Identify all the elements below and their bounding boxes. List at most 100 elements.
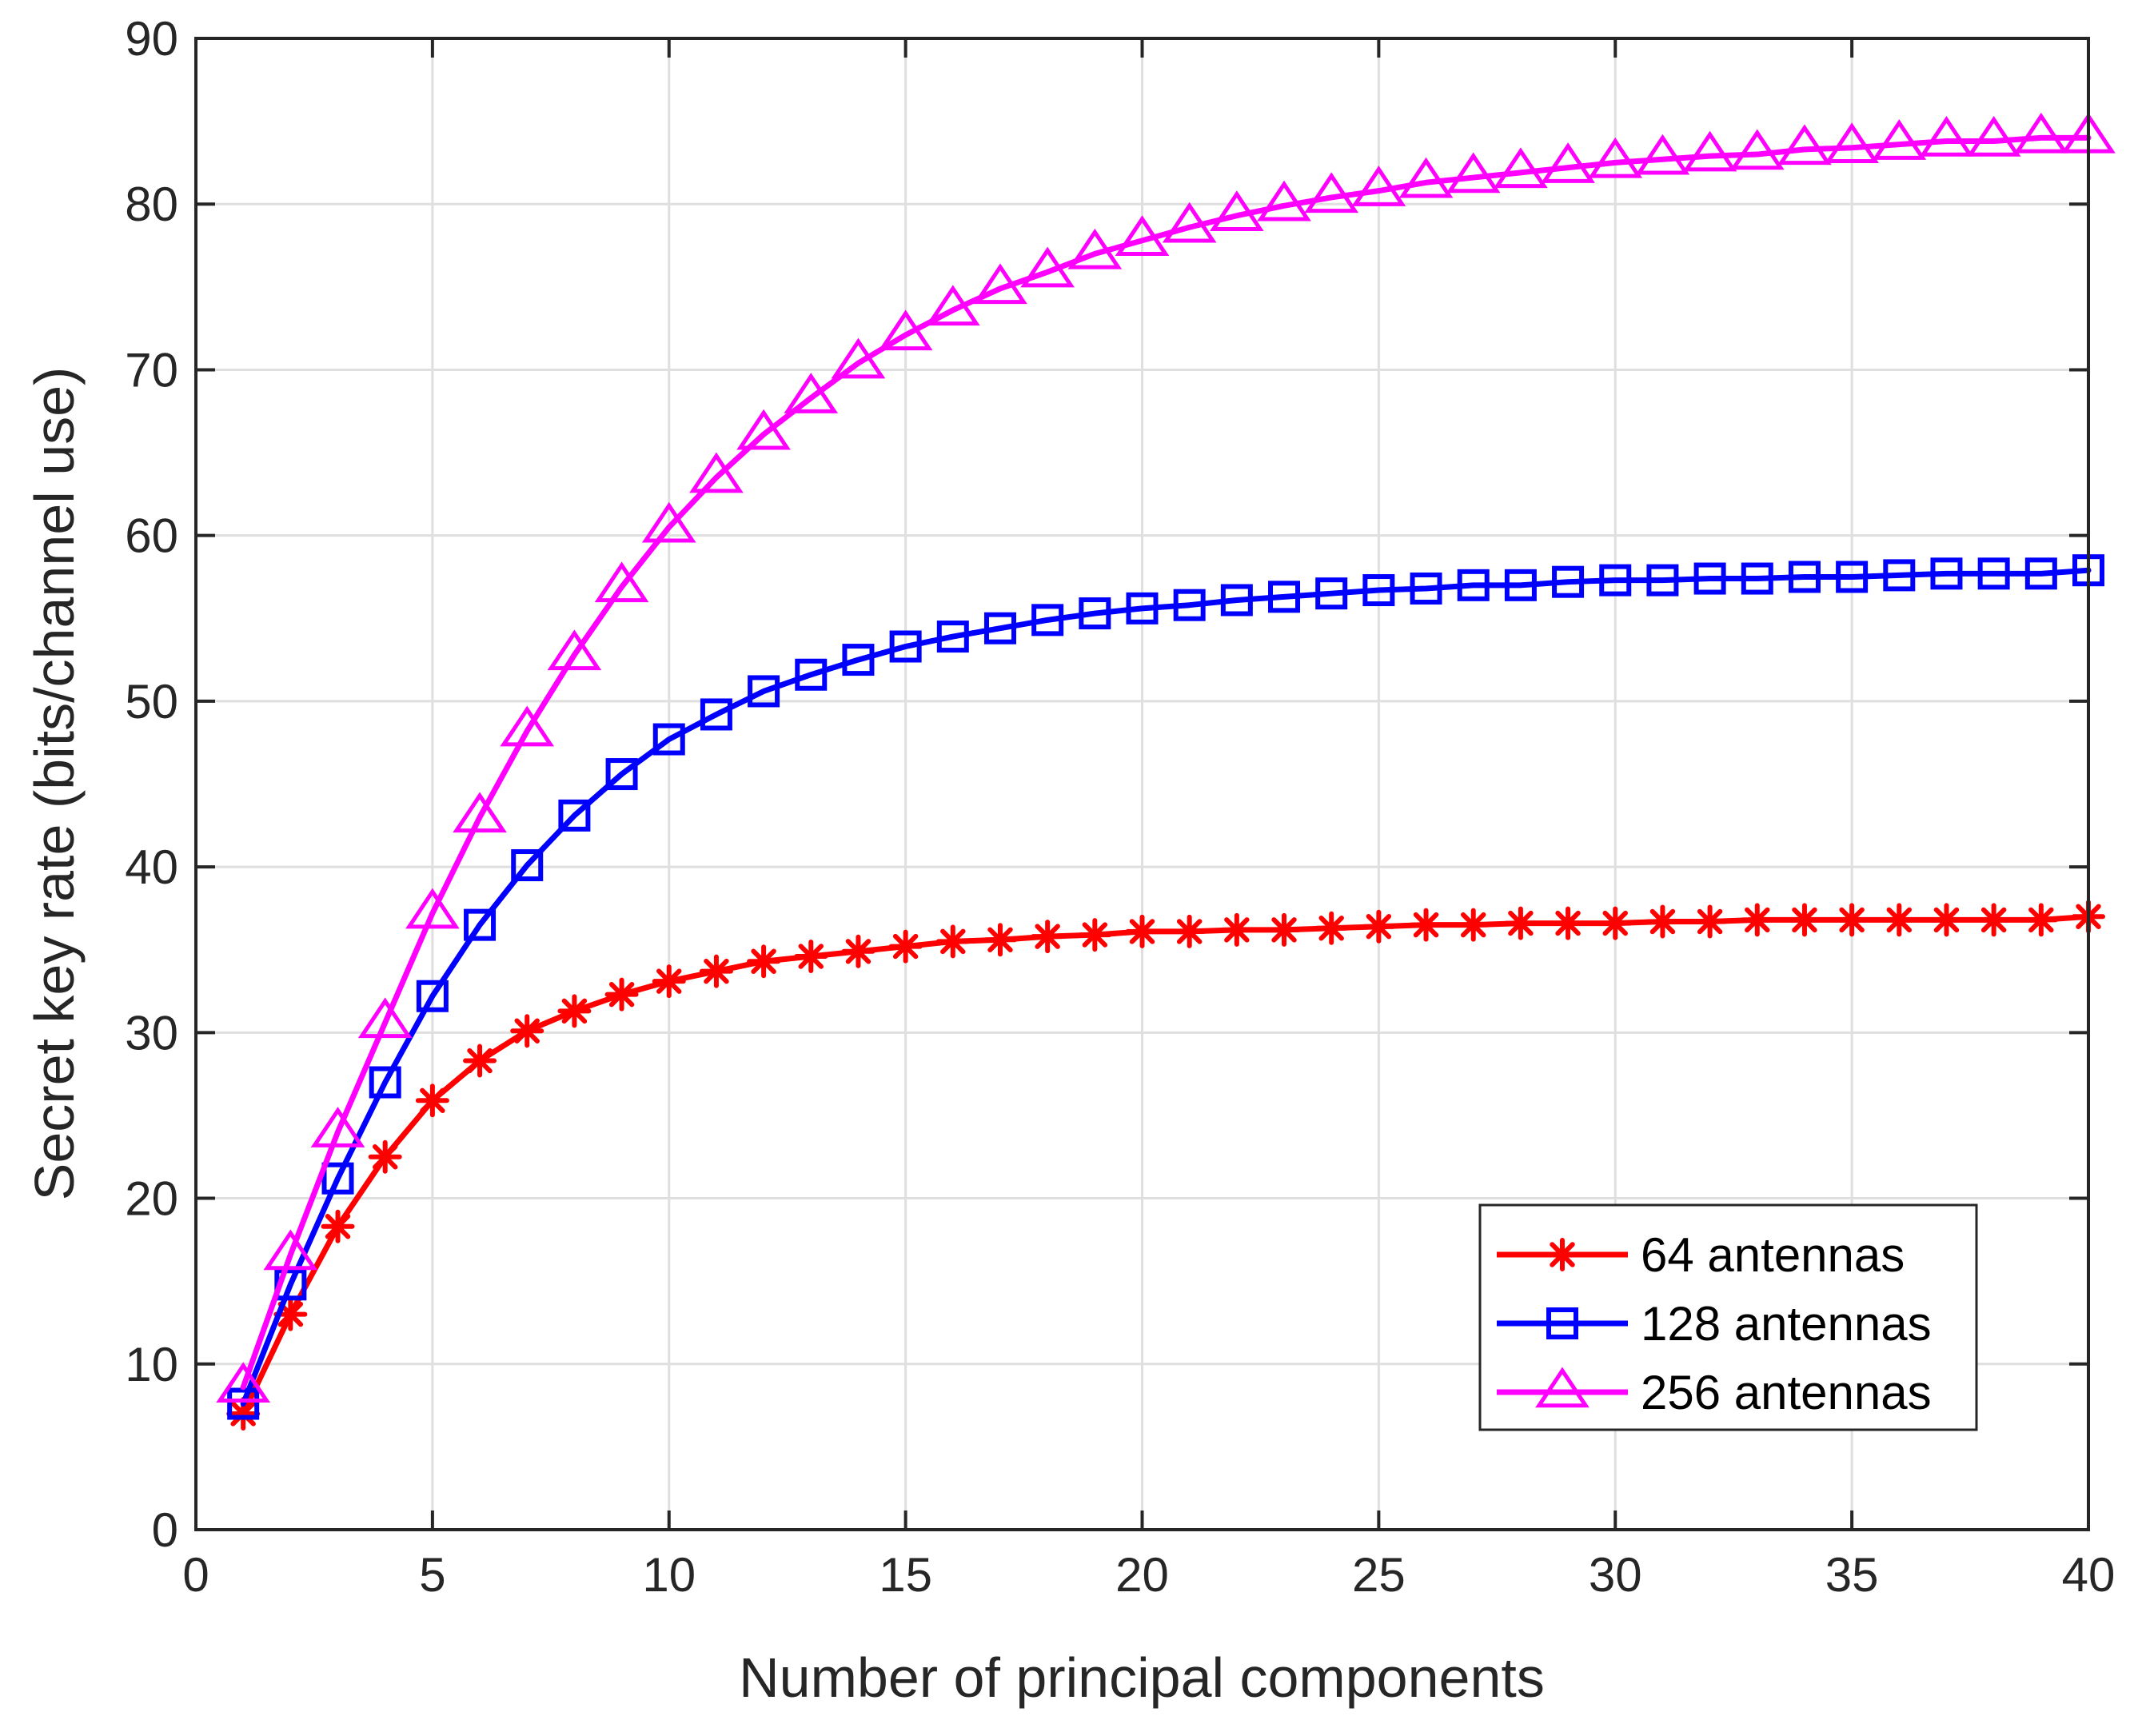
data-point — [1835, 903, 1869, 937]
data-point — [1966, 115, 2021, 157]
data-point — [1304, 172, 1359, 214]
legend-marker — [1546, 1238, 1579, 1271]
data-point — [1741, 562, 1773, 595]
legend-item: 128 antennas — [1497, 1297, 1932, 1351]
data-point — [2013, 112, 2068, 154]
data-point — [453, 792, 507, 833]
legend-marker — [1535, 1367, 1590, 1408]
data-point — [369, 1066, 401, 1099]
data-point — [1693, 904, 1727, 939]
series-line — [240, 567, 2092, 1407]
data-point — [1729, 129, 1785, 170]
data-point — [1210, 190, 1264, 231]
data-point — [1362, 909, 1396, 944]
data-point — [700, 698, 732, 731]
data-point — [1883, 559, 1916, 592]
data-point — [1446, 152, 1501, 194]
data-point — [1031, 604, 1064, 637]
data-point — [510, 1014, 544, 1048]
data-point — [263, 1229, 318, 1271]
series-line — [240, 913, 2092, 1417]
data-point — [936, 621, 969, 653]
y-axis-label: Secret key rate (bits/channel use) — [23, 367, 86, 1201]
y-tick-label: 50 — [125, 675, 178, 728]
series-line — [240, 134, 2092, 1391]
y-tick-label: 0 — [152, 1503, 178, 1557]
data-point — [1409, 908, 1443, 942]
x-tick-label: 15 — [879, 1548, 932, 1602]
x-axis-label: Number of principal components — [739, 1646, 1545, 1709]
data-point — [2024, 903, 2058, 937]
data-point — [1740, 903, 1774, 937]
data-point — [1825, 122, 1879, 164]
y-tick-label: 40 — [125, 840, 178, 894]
data-point — [605, 758, 638, 791]
data-point — [594, 561, 649, 603]
data-point — [1494, 147, 1548, 189]
data-point — [699, 954, 733, 988]
series-128 — [227, 554, 2104, 1420]
data-point — [1268, 581, 1301, 613]
data-point — [983, 923, 1017, 957]
data-point — [747, 944, 781, 979]
y-tick-label: 80 — [125, 178, 178, 231]
data-point — [1362, 574, 1395, 607]
data-point — [1929, 903, 1964, 937]
data-point — [1693, 562, 1726, 595]
data-point — [1930, 557, 1963, 590]
ticks — [194, 37, 2090, 1531]
data-point — [1078, 918, 1112, 952]
legend-marker — [1546, 1307, 1578, 1339]
data-point — [1872, 119, 1927, 160]
data-point — [2024, 557, 2057, 590]
series-layer — [216, 112, 2116, 1431]
x-tick-label: 5 — [419, 1548, 445, 1602]
data-point — [1682, 130, 1737, 172]
data-point — [1115, 215, 1170, 257]
data-point — [1314, 911, 1349, 945]
data-point — [226, 1396, 261, 1431]
data-point — [227, 1387, 260, 1420]
data-point — [1882, 903, 1917, 937]
x-tick-label: 30 — [1589, 1548, 1642, 1602]
data-point — [1219, 912, 1254, 947]
y-tick-label: 70 — [125, 343, 178, 397]
data-point — [736, 409, 791, 450]
series-256 — [216, 112, 2116, 1403]
data-point — [652, 723, 685, 756]
data-point — [511, 849, 544, 882]
data-point — [321, 1209, 355, 1243]
data-point — [842, 644, 875, 676]
data-point — [925, 285, 980, 326]
data-point — [641, 501, 696, 543]
data-point — [652, 964, 686, 999]
data-point — [368, 1139, 402, 1174]
data-point — [357, 997, 413, 1039]
y-tick-label: 10 — [125, 1338, 178, 1391]
data-point — [1173, 589, 1206, 621]
data-point — [1456, 908, 1490, 942]
data-point — [784, 373, 839, 413]
data-point — [1351, 166, 1406, 206]
data-point — [416, 980, 449, 1012]
legend-label: 128 antennas — [1641, 1297, 1932, 1351]
data-point — [794, 940, 828, 974]
x-tick-label: 25 — [1352, 1548, 1406, 1602]
data-point — [1551, 906, 1586, 940]
data-point — [795, 658, 828, 691]
data-point — [1552, 565, 1585, 598]
data-point — [547, 629, 602, 671]
data-point — [878, 309, 933, 351]
data-point — [557, 994, 592, 1028]
data-point — [1410, 572, 1442, 605]
data-point — [935, 924, 970, 959]
data-point — [1079, 597, 1111, 630]
y-tick-label: 20 — [125, 1172, 178, 1226]
data-point — [310, 1107, 365, 1147]
data-point — [1599, 564, 1632, 597]
data-point — [1598, 906, 1633, 940]
data-point — [1172, 914, 1207, 948]
data-point — [1257, 180, 1311, 221]
x-tick-label: 40 — [2062, 1548, 2116, 1602]
data-point — [1977, 557, 2010, 590]
